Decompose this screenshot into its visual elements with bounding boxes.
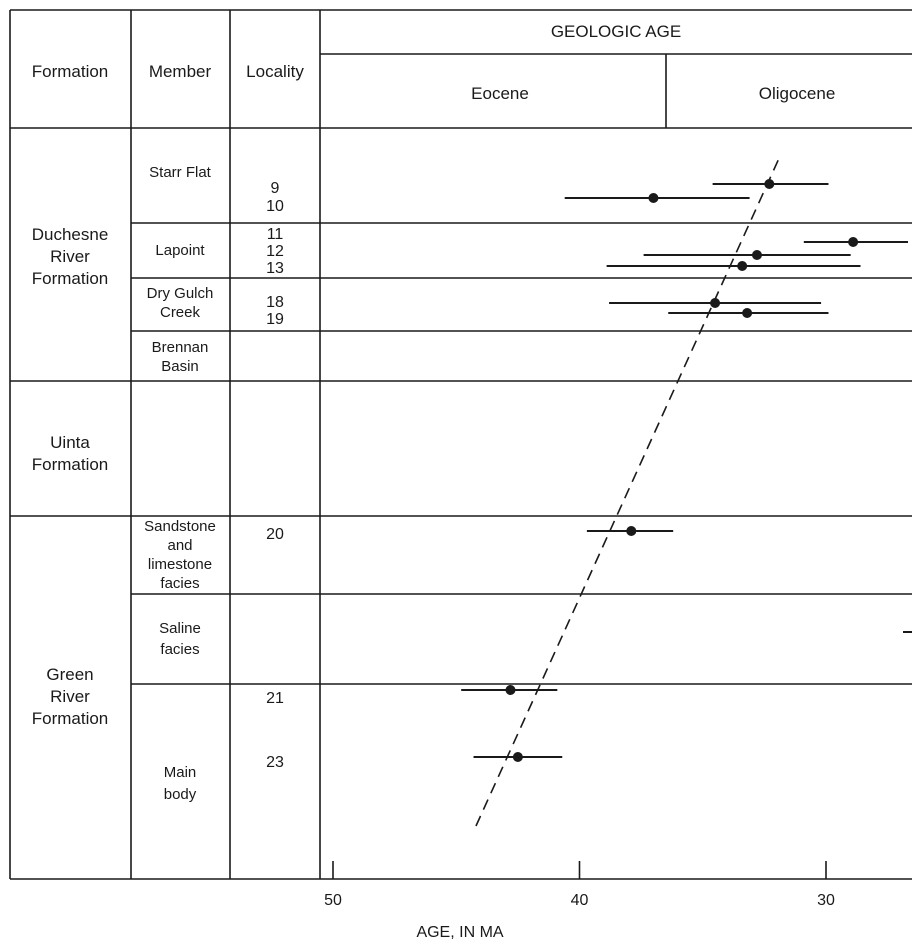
header-locality: Locality: [246, 62, 304, 81]
member-line: body: [164, 786, 197, 803]
x-tick-label-30: 30: [817, 892, 835, 909]
data-marks: [461, 179, 912, 762]
formation-line: Formation: [32, 709, 109, 728]
point-locality-11: [848, 237, 859, 247]
x-axis-title: AGE, IN MA: [416, 924, 503, 941]
formation-line: Formation: [32, 455, 109, 474]
formation-line: River: [50, 687, 90, 706]
point-locality-18: [710, 298, 721, 308]
x-axis: 50 40 30: [324, 861, 835, 909]
member-brennan-basin: Brennan Basin: [152, 339, 209, 375]
point-locality-23: [512, 752, 523, 762]
formation-line: River: [50, 247, 90, 266]
member-line: Creek: [160, 304, 201, 321]
table-grid: [9, 9, 912, 880]
member-saline-facies: Saline facies: [159, 620, 201, 658]
trend-line: [475, 157, 780, 827]
formation-green-river: Green River Formation: [32, 665, 109, 728]
locality-23: 23: [266, 754, 284, 771]
member-line: and: [167, 537, 192, 554]
x-tick-label-40: 40: [571, 892, 589, 909]
point-locality-9: [764, 179, 775, 189]
header-member: Member: [149, 62, 212, 81]
point-locality-10: [648, 193, 659, 203]
formation-uinta: Uinta Formation: [32, 433, 109, 474]
formation-line: Duchesne: [32, 225, 109, 244]
member-lapoint: Lapoint: [155, 242, 205, 259]
locality-11: 11: [267, 226, 284, 243]
formation-line: Uinta: [50, 433, 90, 452]
locality-12: 12: [266, 243, 284, 260]
member-line: limestone: [148, 556, 212, 573]
x-tick-label-50: 50: [324, 892, 342, 909]
formation-duchesne: Duchesne River Formation: [32, 225, 109, 288]
member-sandstone-limestone: Sandstone and limestone facies: [144, 518, 216, 592]
locality-10: 10: [266, 198, 284, 215]
header-geologic-age: GEOLOGIC AGE: [551, 22, 681, 41]
member-dry-gulch-creek: Dry Gulch Creek: [147, 285, 214, 321]
member-line: Brennan: [152, 339, 209, 356]
locality-20: 20: [266, 526, 284, 543]
member-main-body: Main body: [164, 764, 197, 803]
point-locality-13: [737, 261, 748, 271]
locality-19: 19: [266, 311, 284, 328]
point-locality-20: [626, 526, 637, 536]
epoch-oligocene: Oligocene: [759, 84, 836, 103]
member-line: Dry Gulch: [147, 285, 214, 302]
member-line: Basin: [161, 358, 199, 375]
member-line: Saline: [159, 620, 201, 637]
formation-line: Green: [46, 665, 93, 684]
header-formation: Formation: [32, 62, 109, 81]
locality-21: 21: [266, 690, 284, 707]
epoch-eocene: Eocene: [471, 84, 529, 103]
locality-13: 13: [266, 260, 284, 277]
point-locality-12: [751, 250, 762, 260]
point-locality-19: [742, 308, 753, 318]
member-line: facies: [160, 575, 199, 592]
member-line: Main: [164, 764, 197, 781]
formation-line: Formation: [32, 269, 109, 288]
locality-18: 18: [266, 294, 284, 311]
member-line: facies: [160, 641, 199, 658]
member-line: Sandstone: [144, 518, 216, 535]
point-locality-21: [505, 685, 516, 695]
locality-9: 9: [271, 180, 280, 197]
member-starr-flat: Starr Flat: [149, 164, 212, 181]
